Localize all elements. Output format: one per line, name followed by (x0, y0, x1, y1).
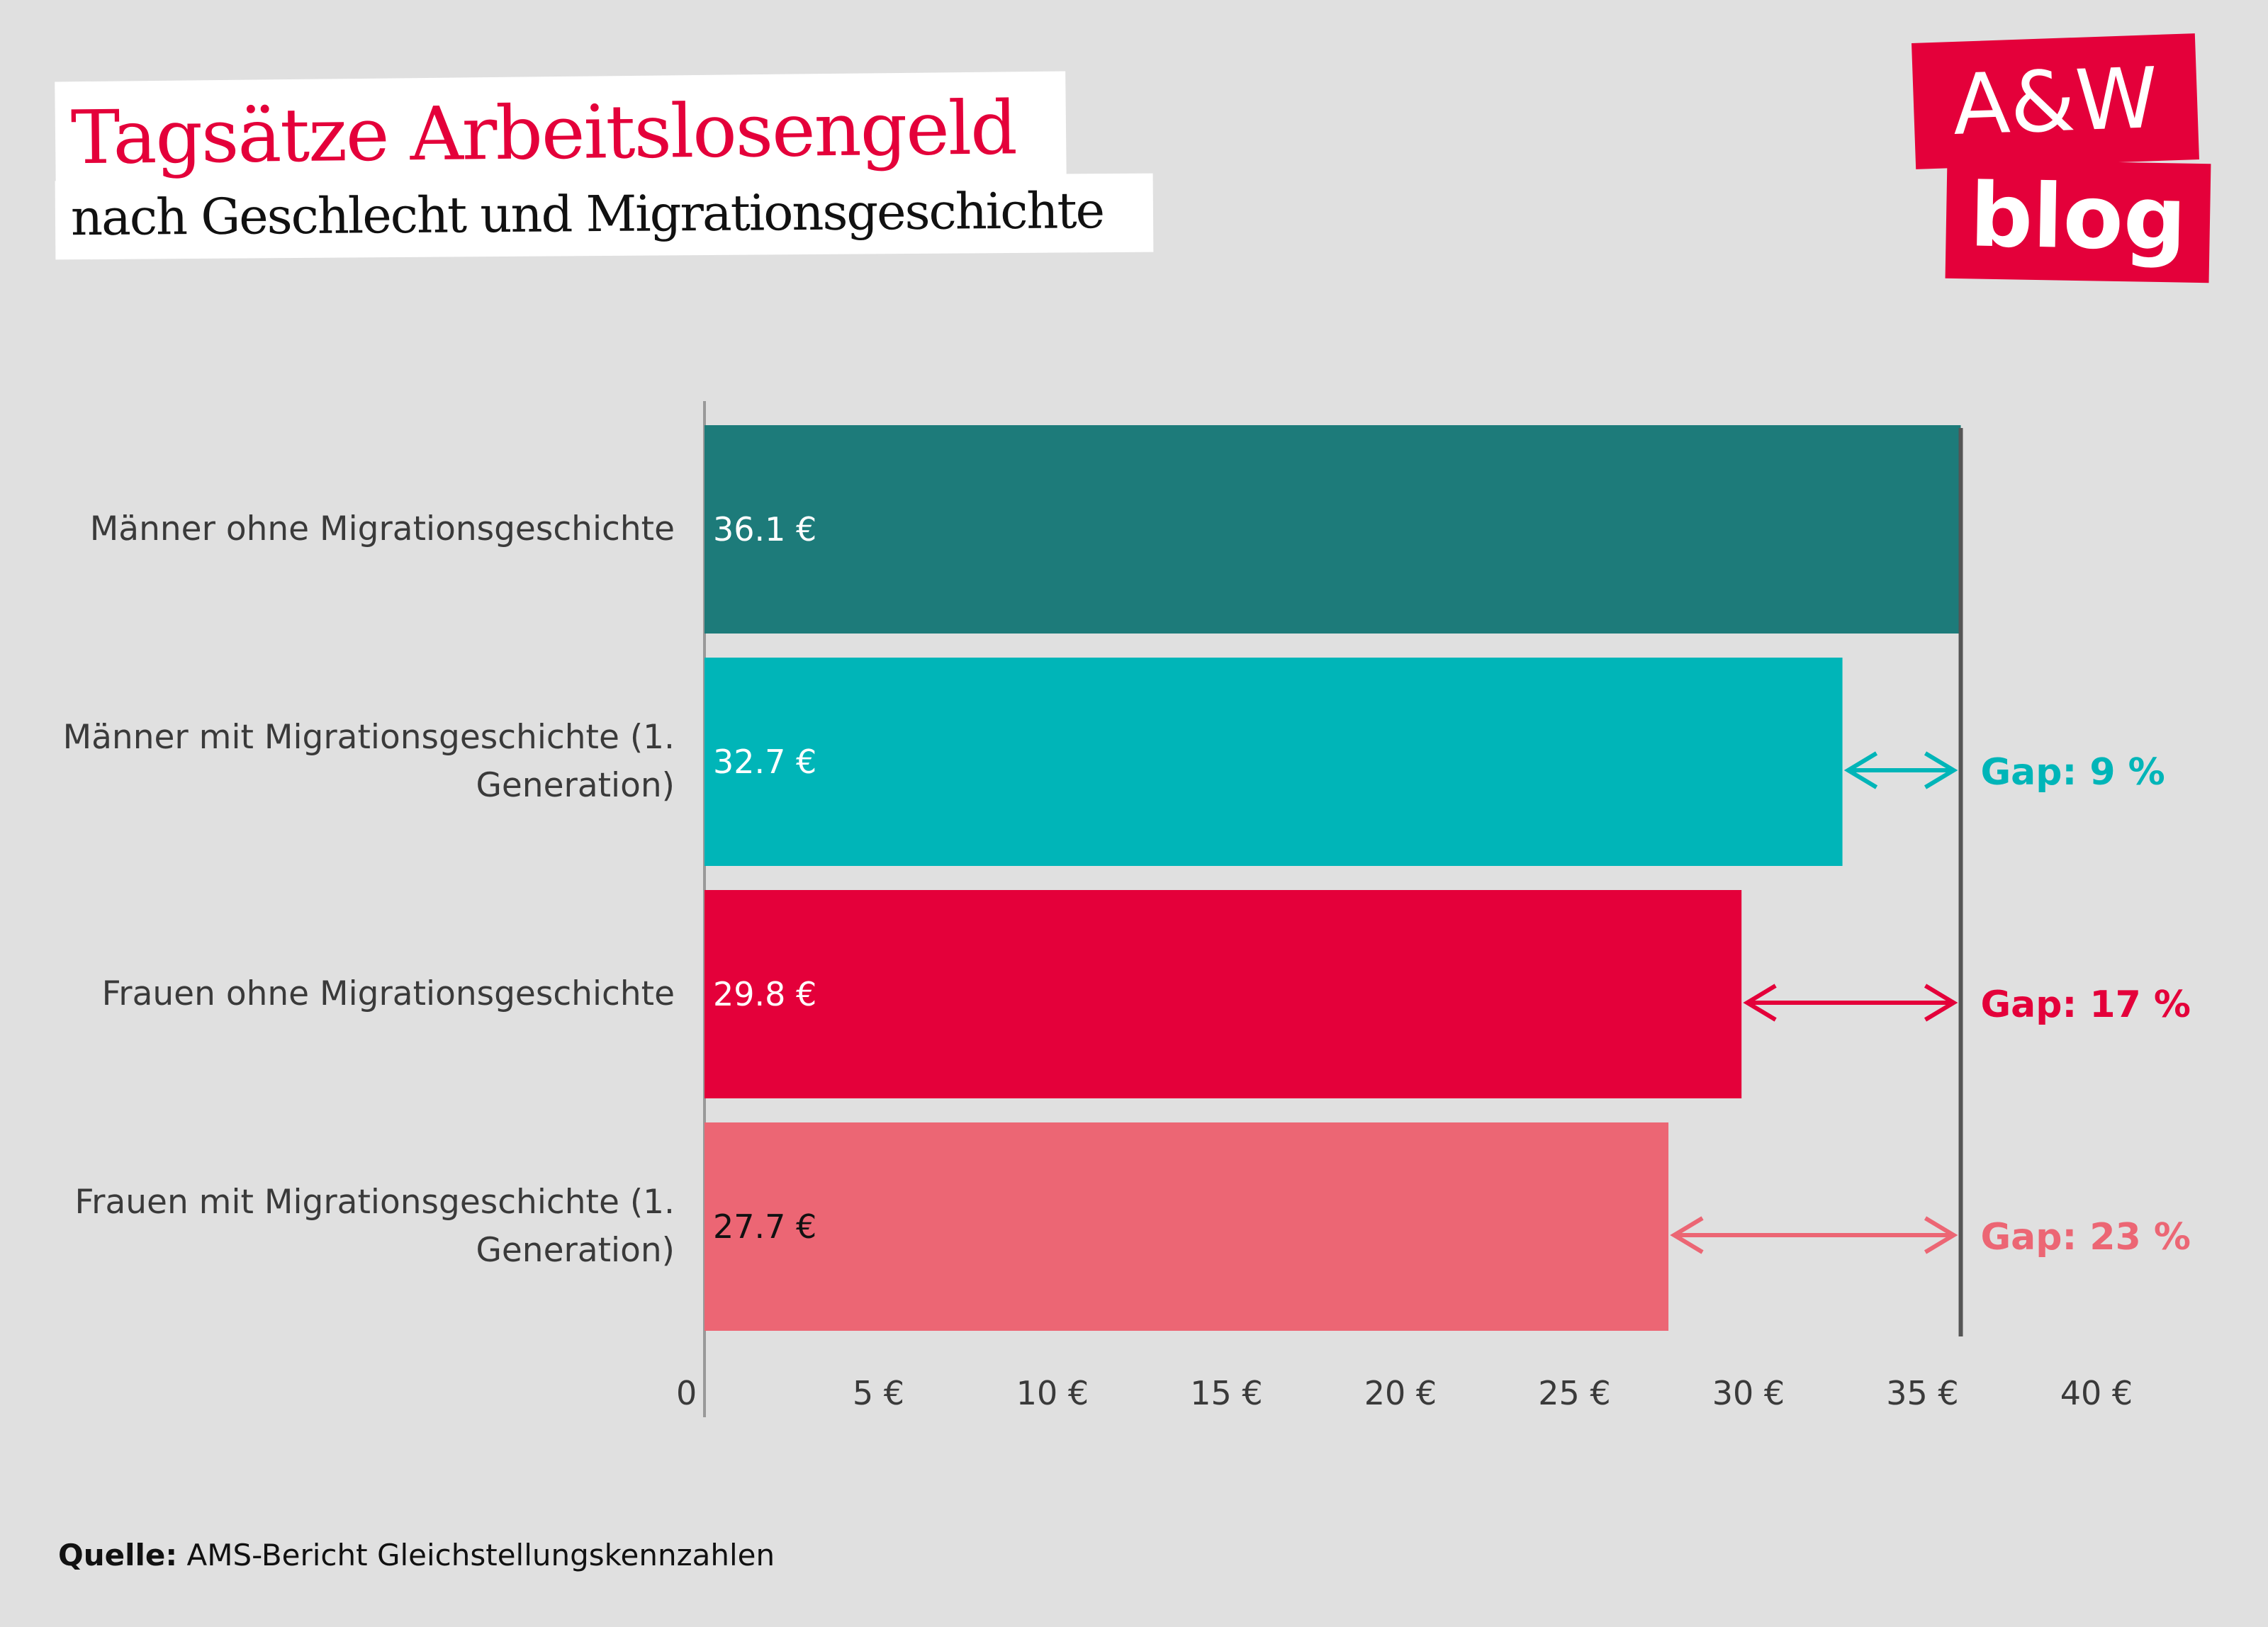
gap-arrowhead-right-3 (1924, 984, 1958, 1022)
x-tick-label-20: 20 € (1364, 1374, 1437, 1412)
x-tick-label-25: 25 € (1538, 1374, 1610, 1412)
x-tick-label-40: 40 € (2060, 1374, 2133, 1412)
gap-arrowhead-right-4 (1924, 1216, 1958, 1254)
category-label-1: Männer ohne Migrationsgeschichte (0, 505, 675, 553)
source-label: Quelle: (58, 1538, 178, 1572)
category-label-line: Männer mit Migrationsgeschichte (1. (62, 718, 675, 757)
data-label-1: 36.1 € (713, 510, 816, 548)
category-label-line: Generation) (476, 766, 675, 805)
source-text: AMS-Bericht Gleichstellungskennzahlen (186, 1538, 775, 1572)
category-label-line: Generation) (476, 1231, 675, 1270)
category-label-2: Männer mit Migrationsgeschichte (1. Gener… (0, 714, 675, 810)
gap-label-3: Gap: 17 % (1981, 984, 2191, 1026)
category-label-3: Frauen ohne Migrationsgeschichte (0, 970, 675, 1018)
x-tick-label-30: 30 € (1712, 1374, 1785, 1412)
gap-arrowhead-right-2 (1924, 751, 1958, 789)
x-tick-label-15: 15 € (1190, 1374, 1262, 1412)
bar-4 (704, 1122, 1669, 1331)
category-label-line: Frauen ohne Migrationsgeschichte (101, 974, 675, 1013)
gap-arrowhead-left-3 (1743, 984, 1777, 1022)
category-label-line: Männer ohne Migrationsgeschichte (89, 510, 675, 548)
bar-2 (704, 658, 1843, 866)
category-label-4: Frauen mit Migrationsgeschichte (1. Gener… (0, 1178, 675, 1275)
category-label-line: Frauen mit Migrationsgeschichte (1. (74, 1183, 675, 1222)
x-tick-label-35: 35 € (1886, 1374, 1958, 1412)
gap-label-4: Gap: 23 % (1981, 1216, 2191, 1259)
data-label-2: 32.7 € (713, 743, 816, 781)
gap-label-2: Gap: 9 % (1981, 751, 2165, 794)
gap-arrowhead-left-4 (1670, 1216, 1704, 1254)
bar-1 (704, 425, 1961, 634)
x-tick-label-10: 10 € (1016, 1374, 1089, 1412)
data-label-4: 27.7 € (713, 1207, 816, 1246)
bar-3 (704, 890, 1742, 1098)
gap-arrowhead-left-2 (1843, 751, 1878, 789)
x-tick-label-0: 0 (676, 1374, 697, 1412)
data-label-3: 29.8 € (713, 975, 816, 1013)
source-note: Quelle: AMS-Bericht Gleichstellungskennz… (58, 1538, 775, 1572)
x-tick-label-5: 5 € (853, 1374, 904, 1412)
